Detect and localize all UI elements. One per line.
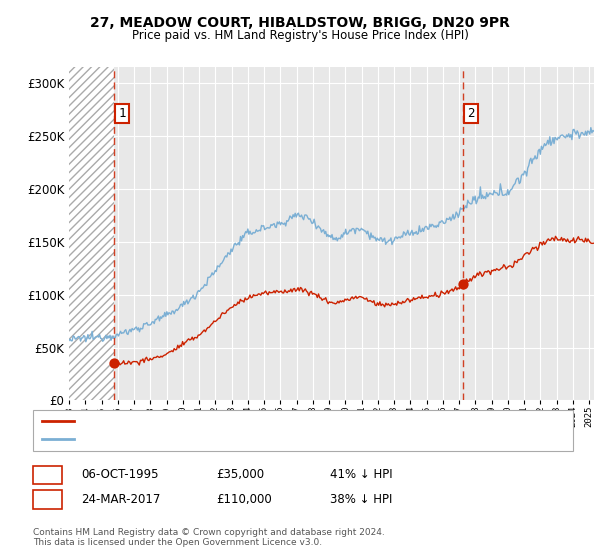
Text: 06-OCT-1995: 06-OCT-1995: [81, 468, 158, 482]
Text: 27, MEADOW COURT, HIBALDSTOW, BRIGG, DN20 9PR (detached house): 27, MEADOW COURT, HIBALDSTOW, BRIGG, DN2…: [78, 417, 441, 426]
Text: Contains HM Land Registry data © Crown copyright and database right 2024.
This d: Contains HM Land Registry data © Crown c…: [33, 528, 385, 547]
Text: 2: 2: [44, 493, 51, 506]
Text: £110,000: £110,000: [216, 493, 272, 506]
Text: 1: 1: [44, 468, 51, 482]
Text: 27, MEADOW COURT, HIBALDSTOW, BRIGG, DN20 9PR: 27, MEADOW COURT, HIBALDSTOW, BRIGG, DN2…: [90, 16, 510, 30]
Point: [109, 359, 119, 368]
Text: Price paid vs. HM Land Registry's House Price Index (HPI): Price paid vs. HM Land Registry's House …: [131, 29, 469, 42]
Text: HPI: Average price, detached house, North Lincolnshire: HPI: Average price, detached house, Nort…: [78, 435, 353, 444]
Point: [458, 279, 467, 288]
Text: £35,000: £35,000: [216, 468, 264, 482]
Text: 38% ↓ HPI: 38% ↓ HPI: [330, 493, 392, 506]
Text: 41% ↓ HPI: 41% ↓ HPI: [330, 468, 392, 482]
Text: 1: 1: [118, 108, 125, 120]
Text: 2: 2: [467, 108, 475, 120]
Text: 24-MAR-2017: 24-MAR-2017: [81, 493, 160, 506]
Bar: [69, 67, 114, 400]
